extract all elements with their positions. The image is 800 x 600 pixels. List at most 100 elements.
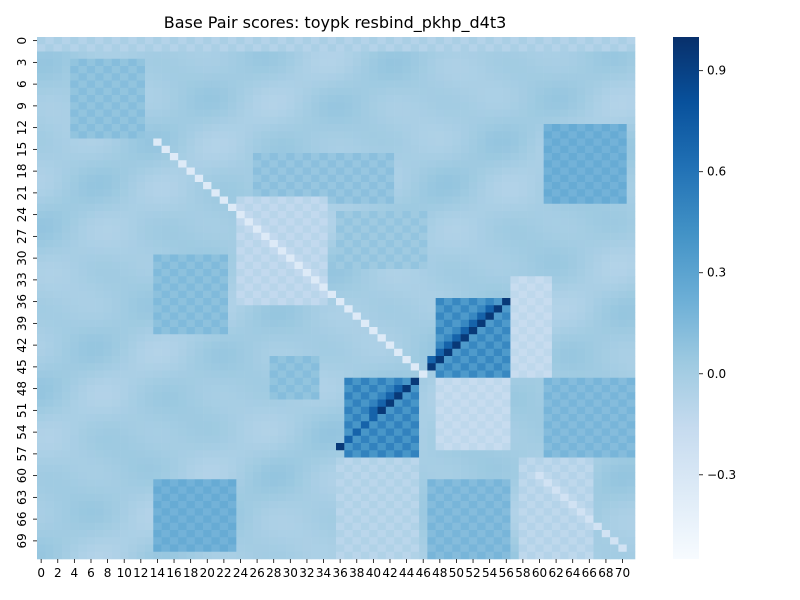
heatmap-cell bbox=[452, 385, 461, 393]
heatmap-cell bbox=[78, 87, 88, 96]
heatmap-cell bbox=[593, 385, 603, 393]
heatmap-cell bbox=[394, 182, 403, 190]
heatmap-cell bbox=[385, 58, 395, 67]
heatmap-cell bbox=[502, 232, 511, 241]
heatmap-cell bbox=[626, 247, 636, 255]
heatmap-cell bbox=[120, 51, 129, 60]
heatmap-cell bbox=[626, 37, 636, 45]
heatmap-cell bbox=[236, 435, 245, 444]
heatmap-cell bbox=[111, 80, 121, 89]
heatmap-cell bbox=[377, 319, 387, 328]
heatmap-cell bbox=[336, 298, 345, 306]
heatmap-cell bbox=[61, 530, 71, 538]
heatmap-cell bbox=[236, 189, 245, 197]
heatmap-cell bbox=[111, 58, 121, 67]
heatmap-cell bbox=[385, 348, 395, 357]
heatmap-cell bbox=[402, 254, 412, 263]
heatmap-cell bbox=[277, 341, 287, 350]
heatmap-cell bbox=[502, 138, 511, 147]
heatmap-cell bbox=[269, 167, 279, 176]
heatmap-cell bbox=[319, 305, 328, 313]
heatmap-cell bbox=[178, 356, 187, 364]
heatmap-cell bbox=[385, 457, 395, 466]
heatmap-cell bbox=[311, 472, 320, 480]
heatmap-cell bbox=[61, 109, 71, 118]
heatmap-cell bbox=[568, 58, 578, 67]
heatmap-cell bbox=[95, 247, 104, 255]
heatmap-cell bbox=[336, 145, 345, 154]
heatmap-cell bbox=[593, 435, 603, 444]
heatmap-cell bbox=[585, 298, 594, 306]
heatmap-cell bbox=[360, 160, 370, 168]
heatmap-cell bbox=[460, 87, 470, 96]
heatmap-cell bbox=[352, 327, 362, 335]
heatmap-cell bbox=[327, 182, 337, 190]
heatmap-cell bbox=[244, 435, 254, 444]
heatmap-cell bbox=[178, 87, 187, 96]
heatmap-cell bbox=[128, 153, 137, 161]
heatmap-cell bbox=[53, 406, 63, 415]
heatmap-cell bbox=[369, 356, 378, 364]
heatmap-cell bbox=[144, 522, 154, 531]
heatmap-cell bbox=[252, 537, 262, 545]
heatmap-cell bbox=[86, 348, 96, 357]
heatmap-cell bbox=[78, 334, 88, 342]
heatmap-cell bbox=[186, 508, 196, 516]
heatmap-cell bbox=[385, 385, 395, 393]
heatmap-cell bbox=[111, 225, 121, 234]
heatmap-cell bbox=[493, 327, 503, 335]
heatmap-cell bbox=[302, 348, 312, 357]
heatmap-cell bbox=[228, 102, 237, 110]
heatmap-cell bbox=[477, 334, 486, 342]
heatmap-cell bbox=[45, 44, 54, 52]
heatmap-cell bbox=[452, 479, 461, 487]
heatmap-cell bbox=[394, 334, 403, 342]
heatmap-cell bbox=[169, 196, 179, 205]
heatmap-cell bbox=[535, 290, 544, 299]
heatmap-cell bbox=[369, 334, 378, 342]
heatmap-cell bbox=[78, 348, 88, 357]
heatmap-cell bbox=[369, 232, 378, 241]
heatmap-cell bbox=[286, 66, 295, 74]
heatmap-cell bbox=[377, 421, 387, 429]
heatmap-cell bbox=[551, 160, 561, 168]
heatmap-cell bbox=[186, 44, 196, 52]
heatmap-cell bbox=[410, 116, 420, 125]
heatmap-cell bbox=[244, 73, 254, 81]
heatmap-cell bbox=[576, 145, 586, 154]
heatmap-cell bbox=[211, 203, 221, 212]
heatmap-cell bbox=[443, 240, 453, 248]
heatmap-cell bbox=[493, 399, 503, 408]
heatmap-cell bbox=[228, 124, 237, 132]
heatmap-cell bbox=[336, 182, 345, 190]
heatmap-cell bbox=[136, 530, 146, 538]
heatmap-cell bbox=[410, 218, 420, 226]
heatmap-cell bbox=[286, 218, 295, 226]
heatmap-cell bbox=[419, 414, 428, 422]
heatmap-cell bbox=[95, 44, 104, 52]
heatmap-cell bbox=[78, 472, 88, 480]
heatmap-cell bbox=[502, 450, 511, 458]
heatmap-cell bbox=[302, 174, 312, 183]
heatmap-cell bbox=[70, 305, 79, 313]
heatmap-cell bbox=[377, 254, 387, 263]
heatmap-cell bbox=[419, 51, 428, 60]
heatmap-cell bbox=[419, 356, 428, 364]
heatmap-cell bbox=[360, 225, 370, 234]
heatmap-cell bbox=[95, 51, 104, 60]
heatmap-cell bbox=[585, 319, 594, 328]
heatmap-cell bbox=[618, 124, 627, 132]
heatmap-cell bbox=[219, 44, 229, 52]
heatmap-cell bbox=[443, 428, 453, 437]
heatmap-cell bbox=[468, 399, 478, 408]
heatmap-cell bbox=[394, 232, 403, 241]
heatmap-cell bbox=[120, 392, 129, 400]
heatmap-cell bbox=[576, 414, 586, 422]
heatmap-cell bbox=[153, 160, 162, 168]
heatmap-cell bbox=[502, 348, 511, 357]
heatmap-cell bbox=[228, 428, 237, 437]
heatmap-cell bbox=[585, 464, 594, 473]
heatmap-cell bbox=[53, 537, 63, 545]
heatmap-cell bbox=[186, 486, 196, 495]
heatmap-cell bbox=[186, 443, 196, 451]
